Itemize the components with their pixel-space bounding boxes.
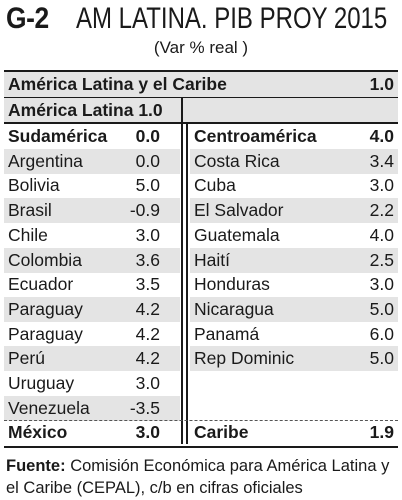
- table-row: Guatemala 4.0: [190, 223, 398, 248]
- right-header-row: Centroamérica 4.0: [190, 124, 398, 149]
- country-label: Haití: [194, 249, 230, 270]
- table-row: Ecuador 3.5: [4, 272, 180, 297]
- country-label: El Salvador: [194, 200, 284, 221]
- growth-value: 3.0: [135, 224, 160, 245]
- growth-value: 2.2: [369, 200, 394, 221]
- chart-title: G-2 AM LATINA. PIB PROY 2015: [6, 2, 398, 38]
- country-label: Paraguay: [8, 323, 83, 344]
- country-label: Colombia: [8, 249, 82, 270]
- country-label: Centroamérica: [194, 126, 317, 146]
- summary-row-total: América Latina y el Caribe 1.0: [4, 72, 398, 97]
- table-row: Colombia 3.6: [4, 247, 180, 273]
- table-row: Argentina 0.0: [4, 148, 180, 174]
- table-row: Venezuela -3.5: [4, 395, 180, 421]
- country-label: Costa Rica: [194, 150, 280, 171]
- mexico-value: 3.0: [135, 422, 160, 442]
- growth-value: 3.5: [135, 274, 160, 295]
- growth-value: 5.0: [369, 348, 394, 369]
- growth-value: 2.5: [369, 249, 394, 270]
- country-label: Sudamérica: [8, 126, 108, 146]
- growth-value: 4.2: [135, 298, 160, 319]
- growth-value: 4.0: [369, 126, 394, 146]
- country-label: Cuba: [194, 175, 236, 196]
- growth-value: 6.0: [369, 323, 394, 344]
- country-label: Ecuador: [8, 274, 74, 295]
- growth-value: 4.2: [135, 348, 160, 369]
- country-label: Chile: [8, 224, 48, 245]
- country-label: Guatemala: [194, 224, 280, 245]
- growth-value: 3.0: [135, 373, 160, 393]
- country-label: Venezuela: [8, 397, 90, 418]
- left-footer-row: México 3.0: [4, 420, 180, 445]
- growth-value: -3.5: [129, 397, 160, 418]
- table-row: Paraguay 4.2: [4, 296, 180, 322]
- subtitle: (Var % real ): [153, 38, 249, 57]
- table-row: Honduras 3.0: [190, 272, 398, 297]
- caribe-label: Caribe: [194, 422, 249, 442]
- growth-value: 4.0: [369, 224, 394, 245]
- growth-value: 5.0: [135, 175, 160, 196]
- table-row: El Salvador 2.2: [190, 198, 398, 224]
- table-row: Paraguay 4.2: [4, 322, 180, 347]
- source-text: Comisión Económica para América Latina y…: [6, 457, 390, 497]
- divider-line-1: [181, 98, 183, 444]
- country-label: Bolivia: [8, 175, 60, 196]
- country-label: Honduras: [194, 274, 270, 295]
- growth-value: 3.0: [369, 274, 394, 295]
- country-label: Nicaragua: [194, 298, 274, 319]
- source-label: Fuente:: [6, 457, 66, 475]
- table-row: Nicaragua 5.0: [190, 296, 398, 322]
- section-rule: [4, 122, 398, 124]
- mexico-label: México: [8, 422, 68, 442]
- table-row: Costa Rica 3.4: [190, 148, 398, 174]
- summary-total-label: América Latina y el Caribe: [8, 74, 227, 94]
- country-label: Panamá: [194, 323, 260, 344]
- summary-row-latam: América Latina 1.0: [4, 98, 398, 123]
- title-code: G-2: [6, 2, 49, 35]
- growth-value: 0.0: [135, 126, 160, 146]
- title-text: AM LATINA. PIB PROY 2015: [76, 2, 388, 35]
- table-row: Chile 3.0: [4, 223, 180, 248]
- growth-value: -0.9: [129, 200, 160, 221]
- summary-total-value: 1.0: [369, 74, 394, 94]
- divider-line-2: [186, 124, 188, 444]
- growth-value: 5.0: [369, 298, 394, 319]
- table-row: Panamá 6.0: [190, 322, 398, 347]
- table-row: Perú 4.2: [4, 346, 180, 372]
- country-label: Paraguay: [8, 298, 83, 319]
- caribe-value: 1.9: [369, 422, 394, 442]
- table-row: Uruguay 3.0: [4, 371, 180, 396]
- growth-value: 3.4: [369, 150, 394, 171]
- country-label: Brasil: [8, 200, 52, 221]
- country-label: Uruguay: [8, 373, 75, 393]
- summary-latam-label: América Latina 1.0: [8, 100, 163, 120]
- growth-value: 3.0: [369, 175, 394, 196]
- table-row: Brasil -0.9: [4, 198, 180, 224]
- right-footer-row: Caribe 1.9: [190, 420, 398, 445]
- growth-value: 0.0: [135, 150, 160, 171]
- table-row: Bolivia 5.0: [4, 173, 180, 198]
- country-label: Rep Dominic: [194, 348, 295, 369]
- bottom-rule: [4, 446, 398, 448]
- country-label: Argentina: [8, 150, 83, 171]
- table-row: Cuba 3.0: [190, 173, 398, 198]
- growth-value: 4.2: [135, 323, 160, 344]
- footer-dashed-rule: [4, 420, 398, 421]
- table-row: Haití 2.5: [190, 247, 398, 273]
- source-note: Fuente: Comisión Económica para América …: [6, 455, 398, 499]
- table-row: Rep Dominic 5.0: [190, 346, 398, 372]
- country-label: Perú: [8, 348, 45, 369]
- left-header-row: Sudamérica 0.0: [4, 124, 180, 149]
- growth-value: 3.6: [135, 249, 160, 270]
- top-rule: [4, 70, 398, 72]
- summary-rule: [4, 97, 398, 99]
